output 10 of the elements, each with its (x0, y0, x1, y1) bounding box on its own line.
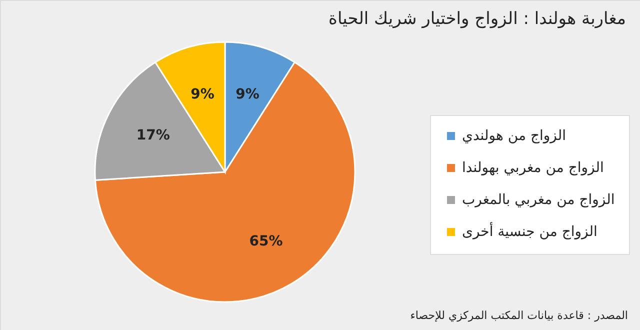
legend-label: الزواج من جنسية أخرى (462, 222, 598, 240)
data-label: 65% (249, 233, 283, 250)
chart-title: مغاربة هولندا : الزواج واختيار شريك الحياة (328, 9, 626, 29)
data-label: 9% (236, 86, 260, 103)
data-label: 17% (136, 127, 170, 144)
legend-label: الزواج من مغربي بالمغرب (462, 192, 615, 208)
legend-label: الزواج من مغربي بهولندا (462, 160, 604, 176)
legend-label: الزواج من هولندي (462, 128, 566, 144)
data-label: 9% (190, 86, 214, 103)
text: المصدر : قاعدة بيانات المكتب المركزي للإحصاء (410, 309, 628, 322)
